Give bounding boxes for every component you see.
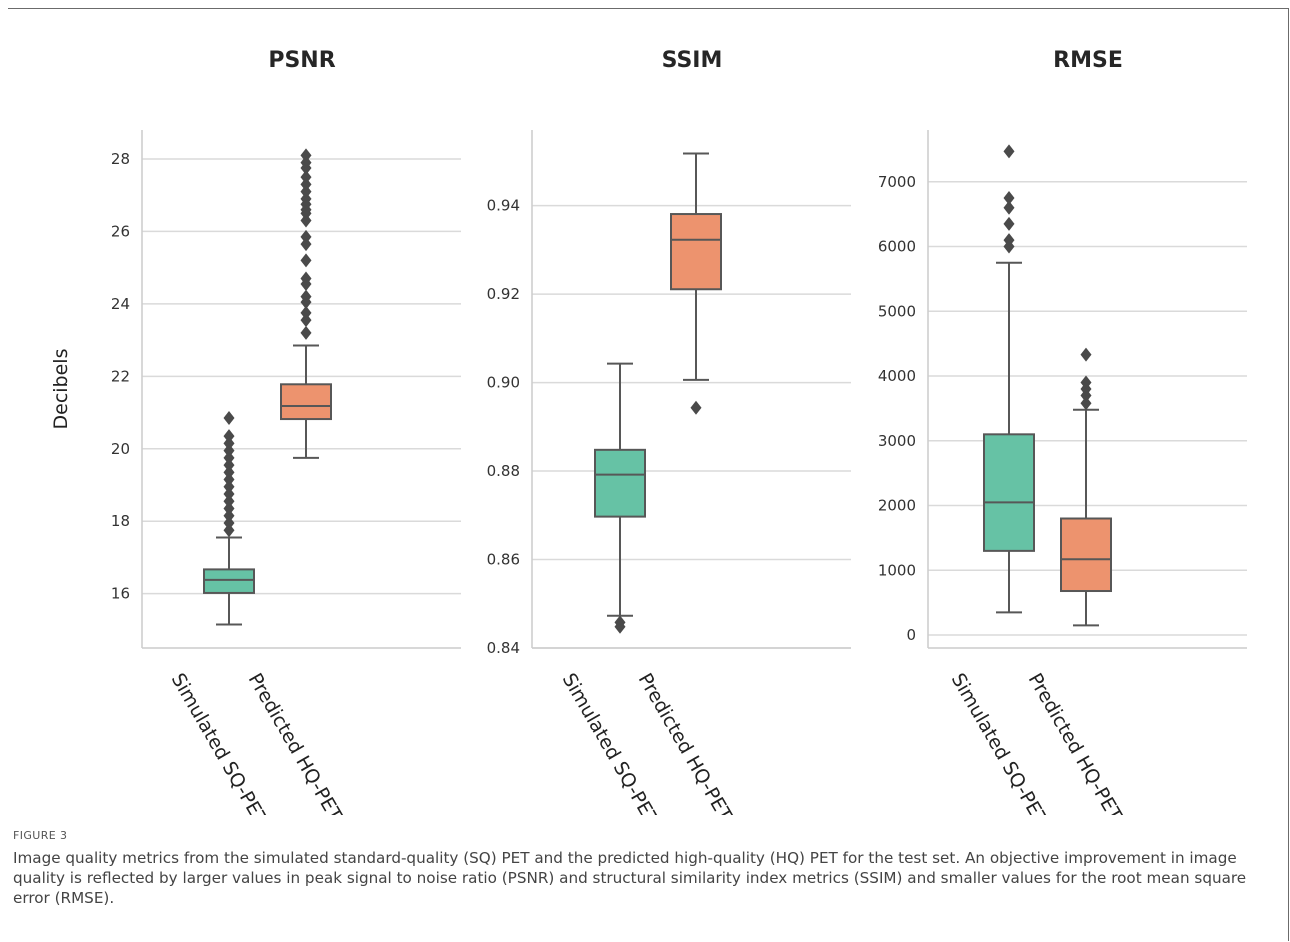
box-simulated [594, 448, 646, 518]
y-tick-label: 7000 [878, 173, 916, 191]
y-tick-label: 0.86 [487, 551, 520, 569]
outlier-point [1003, 190, 1015, 205]
outlier-point [300, 213, 312, 228]
outlier-point [300, 155, 312, 170]
outlier-point [300, 184, 312, 199]
outlier-point [1003, 216, 1015, 231]
y-tick-label: 0 [906, 626, 916, 644]
outlier-point [223, 516, 235, 531]
box-predicted [1060, 517, 1112, 593]
y-tick-label: 4000 [878, 367, 916, 385]
x-tick-label: Predicted HQ-PET [1024, 670, 1127, 816]
outlier-point [223, 487, 235, 502]
y-tick-label: 20 [111, 440, 130, 458]
outlier-point [300, 313, 312, 328]
figure-frame [8, 8, 1289, 941]
y-tick-label: 2000 [878, 497, 916, 515]
y-axis-label: Decibels [50, 349, 72, 430]
y-tick-label: 0.84 [487, 639, 520, 657]
y-tick-label: 6000 [878, 238, 916, 256]
outlier-point [300, 170, 312, 185]
outlier-point [223, 465, 235, 480]
y-tick-label: 0.88 [487, 462, 520, 480]
chart-title: SSIM [662, 48, 723, 73]
chart-title: RMSE [1053, 48, 1123, 73]
outlier-point [223, 443, 235, 458]
outlier-point [300, 237, 312, 252]
outlier-point [300, 305, 312, 320]
outlier-point [223, 508, 235, 523]
outlier-point [223, 479, 235, 494]
outlier-point [223, 436, 235, 451]
y-tick-label: 28 [111, 150, 130, 168]
box-predicted [280, 383, 332, 421]
outlier-point [1080, 375, 1092, 390]
box-simulated [983, 433, 1035, 552]
outlier-point [223, 410, 235, 425]
box-predicted [670, 213, 722, 291]
outlier-point [1003, 144, 1015, 159]
figure-caption: FIGURE 3 Image quality metrics from the … [13, 829, 1263, 908]
outlier-point [300, 148, 312, 163]
outlier-point [223, 429, 235, 444]
outlier-point [300, 325, 312, 340]
x-tick-label: Predicted HQ-PET [244, 670, 347, 816]
y-tick-label: 18 [111, 512, 130, 530]
y-tick-label: 0.94 [487, 197, 520, 215]
outlier-point [300, 177, 312, 192]
y-tick-label: 22 [111, 367, 130, 385]
box-simulated [203, 568, 255, 594]
y-tick-label: 0.92 [487, 285, 520, 303]
figure-caption-text: Image quality metrics from the simulated… [13, 849, 1247, 907]
outlier-point [223, 450, 235, 465]
outlier-point [223, 472, 235, 487]
outlier-point [690, 400, 702, 415]
y-tick-label: 5000 [878, 302, 916, 320]
y-tick-label: 3000 [878, 432, 916, 450]
figure-label: FIGURE 3 [13, 829, 68, 842]
outlier-point [223, 501, 235, 516]
outlier-point [1080, 347, 1092, 362]
outlier-point [300, 271, 312, 286]
outlier-point [223, 494, 235, 509]
outlier-point [223, 458, 235, 473]
outlier-point [300, 229, 312, 244]
y-tick-label: 1000 [878, 561, 916, 579]
outlier-point [1080, 396, 1092, 411]
outlier-point [300, 253, 312, 268]
outlier-point [223, 523, 235, 538]
outlier-point [1003, 200, 1015, 215]
y-tick-label: 26 [111, 222, 130, 240]
y-tick-label: 24 [111, 295, 130, 313]
outlier-point [300, 289, 312, 304]
outlier-point [300, 191, 312, 206]
outlier-point [614, 619, 626, 634]
y-tick-label: 0.90 [487, 374, 520, 392]
outlier-point [1003, 233, 1015, 248]
y-tick-label: 16 [111, 585, 130, 603]
chart-title: PSNR [268, 48, 335, 73]
